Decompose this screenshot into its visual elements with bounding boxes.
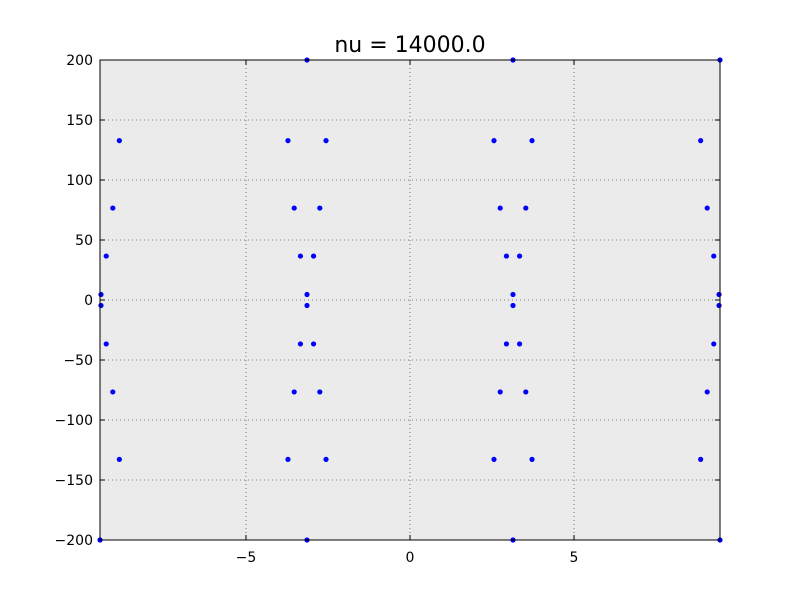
data-point — [116, 456, 122, 462]
data-point — [497, 389, 503, 395]
data-point — [285, 456, 291, 462]
data-point — [285, 138, 291, 144]
data-point — [310, 341, 317, 347]
data-point — [491, 456, 497, 462]
chart-title: nu = 14000.0 — [334, 33, 485, 58]
data-point — [304, 291, 310, 298]
data-point — [698, 138, 704, 144]
data-point — [529, 138, 535, 144]
data-point — [510, 291, 516, 298]
y-tick-label: −50 — [63, 353, 93, 369]
data-point — [523, 389, 529, 395]
data-point — [304, 302, 310, 309]
data-point — [510, 302, 516, 309]
data-point — [310, 253, 317, 259]
y-tick-label: 50 — [75, 233, 93, 249]
data-point — [291, 389, 297, 395]
data-point — [297, 341, 304, 347]
data-point — [529, 456, 535, 462]
data-point — [110, 205, 116, 211]
data-point — [716, 291, 722, 298]
data-point — [116, 138, 122, 144]
data-point — [704, 205, 710, 211]
data-point — [291, 205, 297, 211]
x-tick-label: 5 — [570, 550, 579, 566]
data-point — [103, 341, 109, 347]
data-point — [98, 291, 104, 298]
data-point — [503, 253, 510, 259]
data-point — [103, 253, 109, 259]
data-point — [323, 138, 329, 144]
data-point — [297, 253, 304, 259]
data-point — [711, 341, 717, 347]
data-point — [716, 302, 722, 309]
data-point — [516, 341, 523, 347]
data-point — [516, 253, 523, 259]
data-point — [317, 205, 323, 211]
data-point — [98, 302, 104, 309]
data-point — [698, 456, 704, 462]
data-point — [711, 253, 717, 259]
y-tick-label: 0 — [84, 293, 93, 309]
x-tick-label: −5 — [236, 550, 257, 566]
y-tick-label: −100 — [55, 413, 93, 429]
data-point — [110, 389, 116, 395]
data-point — [497, 205, 503, 211]
y-tick-label: 200 — [66, 53, 93, 69]
y-tick-label: −150 — [55, 473, 93, 489]
data-point — [323, 456, 329, 462]
data-point — [317, 389, 323, 395]
y-tick-label: −200 — [55, 533, 93, 549]
data-point — [503, 341, 510, 347]
data-point — [704, 389, 710, 395]
x-tick-label: 0 — [406, 550, 415, 566]
y-tick-label: 150 — [66, 113, 93, 129]
data-point — [523, 205, 529, 211]
y-tick-label: 100 — [66, 173, 93, 189]
data-point — [491, 138, 497, 144]
